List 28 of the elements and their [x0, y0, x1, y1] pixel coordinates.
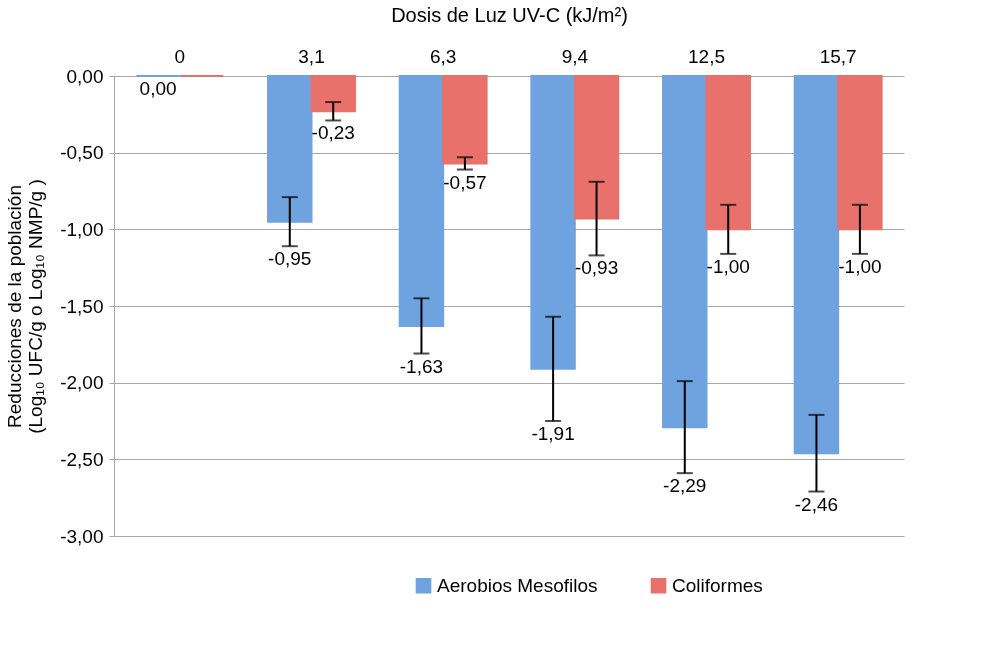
data-label: -2,29 — [663, 475, 707, 497]
data-label: -1,00 — [838, 255, 882, 277]
y-tick-label: 0,00 — [66, 65, 104, 87]
y-tick-label: -0,50 — [60, 142, 104, 164]
x-tick-label: 3,1 — [298, 45, 325, 67]
data-label: -1,00 — [706, 255, 750, 277]
data-label: -1,91 — [531, 423, 575, 444]
y-axis-title: Reducciones de la población (Log₁₀ UFC/g o Log₁₀ NMP/g ) — [4, 179, 47, 434]
data-label: -0,93 — [574, 257, 619, 279]
data-label: 0,00 — [139, 78, 177, 99]
x-tick-label: 15,7 — [819, 45, 857, 67]
x-tick-label: 9,4 — [561, 45, 589, 67]
legend-label: Coliformes — [672, 574, 763, 596]
x-tick-label: 6,3 — [429, 45, 457, 67]
y-tick-label: -3,00 — [60, 525, 104, 547]
y-tick-label: -1,50 — [60, 295, 104, 317]
x-tick-label: 0 — [174, 45, 186, 67]
y-tick-label: -2,50 — [60, 448, 104, 470]
x-tick-label: 12,5 — [688, 45, 725, 67]
data-label: -1,63 — [399, 355, 444, 377]
legend-label: Aerobios Mesofilos — [437, 574, 598, 596]
data-label: -0,95 — [268, 248, 312, 270]
data-label: -2,46 — [794, 493, 839, 515]
x-axis-title: Dosis de Luz UV-C (kJ/m²) — [391, 3, 628, 26]
data-label: -0,57 — [443, 171, 487, 193]
y-tick-label: -2,00 — [60, 372, 104, 394]
data-label: -0,23 — [311, 122, 355, 144]
y-tick-label: -1,00 — [60, 218, 104, 240]
